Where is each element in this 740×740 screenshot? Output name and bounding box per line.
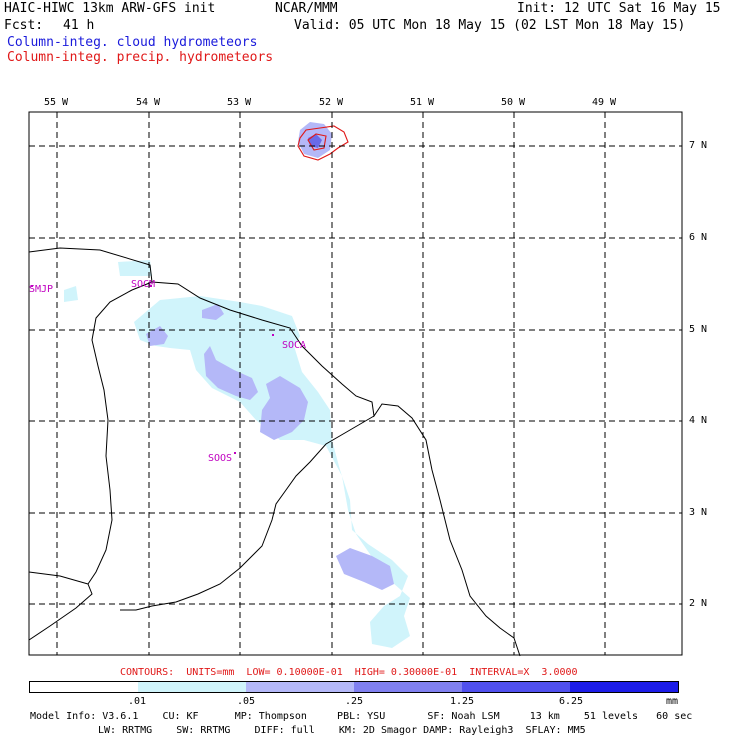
lon-tick-52w: 52 W bbox=[319, 97, 344, 108]
lat-lon-grid bbox=[29, 112, 682, 655]
precip-contours bbox=[297, 125, 349, 161]
station-smjp: SMJP bbox=[29, 284, 54, 295]
lat-tick-6n: 6 N bbox=[689, 232, 708, 243]
colorbar-units: mm bbox=[665, 696, 679, 707]
cloud-shading-light bbox=[64, 260, 410, 648]
lon-tick-51w: 51 W bbox=[410, 97, 435, 108]
colorbar-segment-0 bbox=[30, 682, 138, 692]
colorbar-segment-5 bbox=[570, 682, 678, 692]
model-info-line2: LW: RRTMG SW: RRTMG DIFF: full KM: 2D Sm… bbox=[98, 725, 586, 736]
lat-tick-7n: 7 N bbox=[689, 140, 708, 151]
lon-tick-49w: 49 W bbox=[592, 97, 617, 108]
lon-tick-54w: 54 W bbox=[136, 97, 161, 108]
field-cloud-label: Column-integ. cloud hydrometeors bbox=[7, 35, 258, 50]
station-markers bbox=[31, 285, 274, 454]
colorbar-label-4: 6.25 bbox=[558, 696, 584, 707]
colorbar-segment-4 bbox=[462, 682, 570, 692]
colorbar-segment-1 bbox=[138, 682, 246, 692]
lon-tick-50w: 50 W bbox=[501, 97, 526, 108]
station-soca: SOCA bbox=[282, 340, 307, 351]
model-info-line1: Model Info: V3.6.1 CU: KF MP: Thompson P… bbox=[30, 711, 693, 722]
colorbar-label-1: .05 bbox=[236, 696, 256, 707]
colorbar bbox=[29, 681, 679, 693]
model-title: HAIC-HIWC 13km ARW-GFS init bbox=[4, 1, 216, 16]
lat-tick-5n: 5 N bbox=[689, 324, 708, 335]
fcst-label: Fcst: bbox=[4, 18, 44, 33]
org-label: NCAR/MMM bbox=[275, 1, 338, 16]
colorbar-label-0: .01 bbox=[127, 696, 147, 707]
lat-tick-2n: 2 N bbox=[689, 598, 708, 609]
colorbar-label-2: .25 bbox=[344, 696, 364, 707]
map-frame bbox=[28, 111, 683, 656]
lat-tick-4n: 4 N bbox=[689, 415, 708, 426]
init-label: Init: 12 UTC Sat 16 May 15 bbox=[517, 1, 721, 16]
colorbar-label-3: 1.25 bbox=[449, 696, 475, 707]
lon-tick-55w: 55 W bbox=[44, 97, 69, 108]
coastlines bbox=[28, 247, 521, 657]
lon-tick-53w: 53 W bbox=[227, 97, 252, 108]
lat-tick-3n: 3 N bbox=[689, 507, 708, 518]
colorbar-segment-3 bbox=[354, 682, 462, 692]
valid-label: Valid: 05 UTC Mon 18 May 15 (02 LST Mon … bbox=[294, 18, 686, 33]
station-soos: SOOS bbox=[208, 453, 233, 464]
contours-info: CONTOURS: UNITS=mm LOW= 0.10000E-01 HIGH… bbox=[120, 667, 578, 678]
field-precip-label: Column-integ. precip. hydrometeors bbox=[7, 50, 274, 65]
fcst-value: 41 h bbox=[63, 18, 95, 33]
station-socm: SOCM bbox=[131, 279, 156, 290]
colorbar-segment-2 bbox=[246, 682, 354, 692]
